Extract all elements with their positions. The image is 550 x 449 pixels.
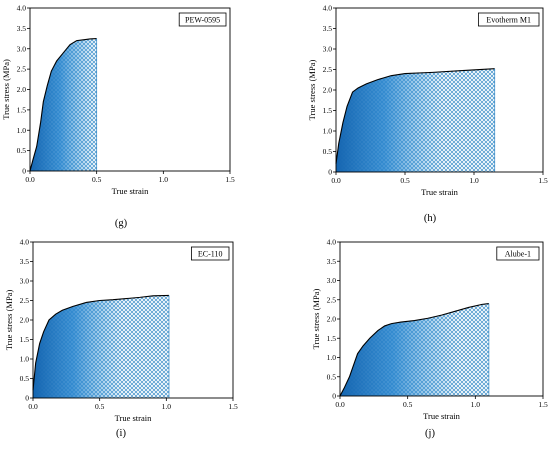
y-tick-label: 1.0 (323, 127, 333, 136)
x-tick-label: 0.5 (92, 175, 102, 184)
x-tick-label: 1.0 (471, 400, 481, 409)
y-tick-label: 3.5 (327, 257, 337, 266)
x-tick-label: 0.0 (335, 400, 345, 409)
y-tick-label: 4.0 (17, 4, 27, 13)
x-axis-label: True strain (112, 186, 150, 196)
x-tick-label: 1.5 (225, 175, 235, 184)
y-tick-label: 1.0 (17, 126, 27, 135)
y-tick-label: 3.5 (20, 257, 30, 266)
y-tick-label: 1.0 (20, 355, 30, 364)
y-tick-label: 4.0 (323, 4, 333, 13)
legend-label: Evotherm M1 (486, 16, 531, 25)
y-tick-label: 1.5 (323, 106, 333, 115)
legend-box (477, 12, 540, 27)
y-tick-label: 3.0 (17, 44, 27, 53)
chart-panel: 0.0 0.5 1.0 1.5 0 0.5 1.0 1.5 2.0 2.5 3.0 3.5 4.0 Tru… (307, 4, 548, 225)
y-tick-label: 2.0 (17, 85, 27, 94)
y-tick-label: 2.5 (20, 296, 30, 305)
x-tick-label: 0.0 (28, 402, 38, 411)
y-tick-label: 2.5 (17, 65, 27, 74)
x-axis-label: True strain (423, 411, 461, 421)
y-tick-label: 1.5 (17, 105, 27, 114)
y-tick-label: 4.0 (20, 238, 30, 247)
x-tick-label: 0.5 (400, 176, 410, 185)
x-tick-label: 0.5 (95, 402, 105, 411)
y-tick-label: 1.5 (20, 335, 30, 344)
legend-label: EC-110 (198, 250, 223, 259)
y-tick-label: 2.0 (20, 316, 30, 325)
stress-strain-curve (339, 303, 489, 397)
x-tick-label: 1.0 (159, 175, 169, 184)
panel-caption: (g) (115, 218, 128, 229)
y-tick-label: 3.0 (327, 276, 337, 285)
y-tick-label: 1.0 (327, 353, 337, 362)
legend-label: Alube-1 (505, 250, 531, 259)
y-tick-label: 0 (332, 392, 336, 401)
y-tick-label: 0.5 (327, 372, 337, 381)
y-tick-label: 3.5 (17, 24, 27, 33)
y-tick-label: 0.5 (323, 147, 333, 156)
x-tick-label: 1.5 (538, 176, 548, 185)
panel-caption: (j) (425, 428, 435, 439)
y-tick-label: 1.5 (327, 334, 337, 343)
legend-box (190, 246, 230, 261)
x-tick-label: 0.5 (403, 400, 413, 409)
y-axis-label: True stress (MPa) (307, 60, 317, 121)
y-axis-label: True stress (MPa) (1, 59, 11, 120)
stress-strain-curve (32, 294, 170, 391)
panel-caption: (i) (116, 428, 126, 439)
area-gradient (340, 303, 489, 396)
y-tick-label: 2.5 (327, 295, 337, 304)
x-tick-label: 0.0 (25, 175, 35, 184)
x-tick-label: 0.0 (331, 176, 341, 185)
legend-box (178, 12, 227, 27)
x-axis-label: True strain (421, 187, 459, 197)
area-gradient (30, 38, 97, 172)
area-gradient (33, 295, 169, 398)
y-tick-label: 0 (25, 394, 29, 403)
y-tick-label: 3.5 (323, 24, 333, 33)
y-tick-label: 0 (328, 168, 332, 177)
y-axis-label: True stress (MPa) (4, 290, 14, 351)
y-tick-label: 0.5 (20, 374, 30, 383)
chart-panel: 0.0 0.5 1.0 1.5 0 0.5 1.0 1.5 2.0 2.5 3.0 3.5 4.0 Tru… (311, 238, 548, 440)
y-tick-label: 2.0 (323, 86, 333, 95)
stress-strain-curve (335, 68, 495, 164)
x-tick-label: 1.0 (162, 402, 172, 411)
x-axis-label: True strain (115, 413, 153, 423)
y-tick-label: 3.0 (323, 45, 333, 54)
y-axis-label: True stress (MPa) (311, 289, 321, 350)
y-tick-label: 0.5 (17, 146, 27, 155)
y-tick-label: 2.5 (323, 65, 333, 74)
legend-label: PEW-0595 (185, 16, 220, 25)
y-tick-label: 3.0 (20, 277, 30, 286)
chart-panel: 0.0 0.5 1.0 1.5 0 0.5 1.0 1.5 2.0 2.5 3.0 3.5 4.0 Tru… (4, 238, 238, 440)
panel-caption: (h) (424, 213, 437, 224)
area-gradient (336, 68, 495, 172)
legend-box (496, 246, 540, 261)
stress-strain-curve (29, 38, 97, 172)
x-tick-label: 1.5 (538, 400, 548, 409)
x-tick-label: 1.5 (228, 402, 238, 411)
chart-panel: 0.0 0.5 1.0 1.5 0 0.5 1.0 1.5 2.0 2.5 3.0 3.5 4.0 Tru… (1, 4, 235, 230)
x-tick-label: 1.0 (469, 176, 479, 185)
y-tick-label: 2.0 (327, 315, 337, 324)
y-tick-label: 4.0 (327, 238, 337, 247)
y-tick-label: 0 (22, 167, 26, 176)
